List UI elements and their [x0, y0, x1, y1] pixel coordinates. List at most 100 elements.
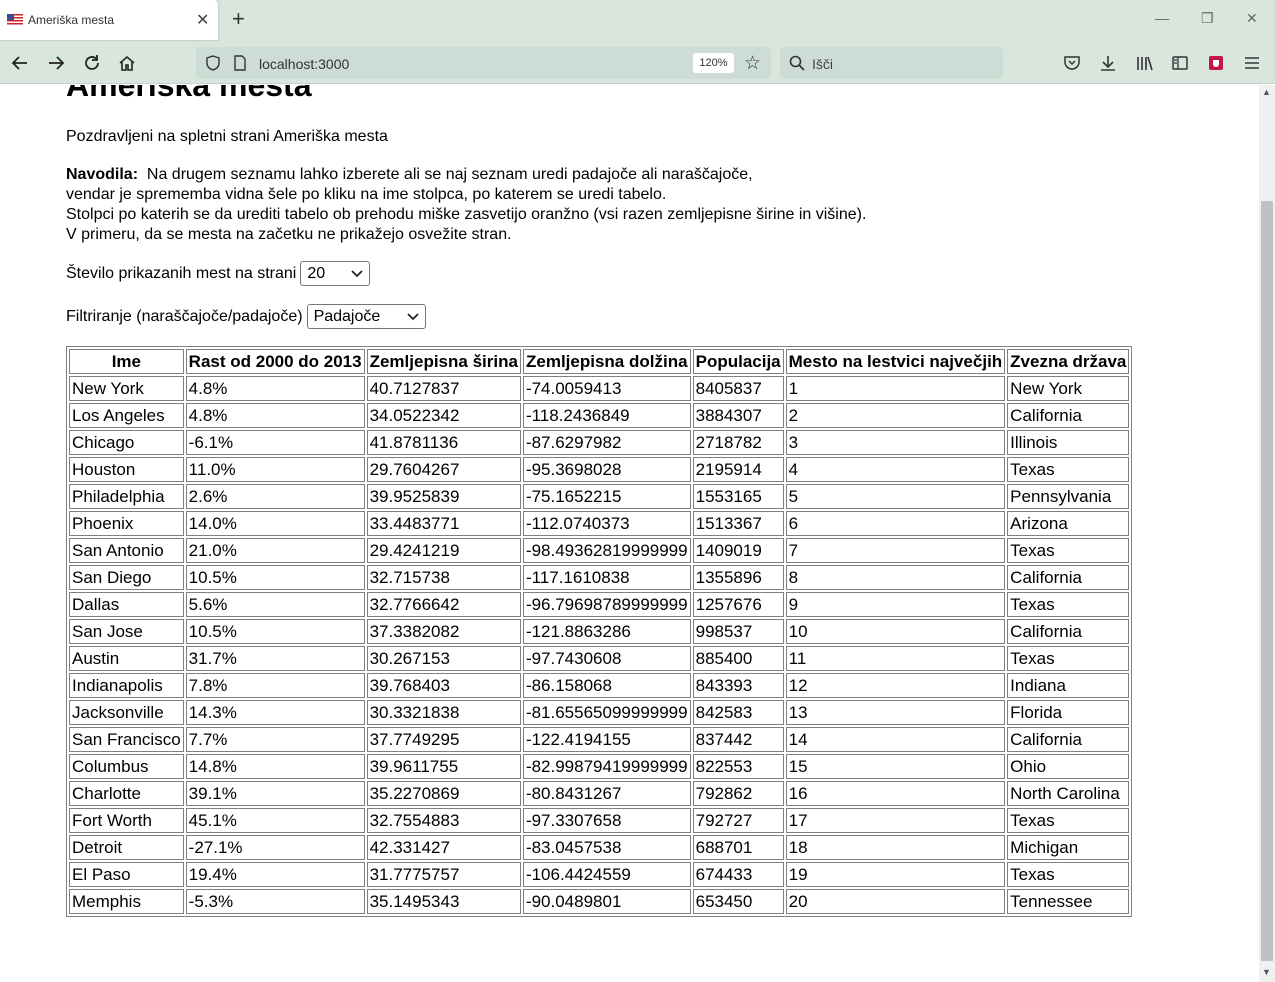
page-scrollbar[interactable]: ▲ ▼	[1259, 85, 1275, 982]
reload-button[interactable]	[79, 50, 105, 76]
count-label: Število prikazanih mest na strani	[66, 264, 297, 282]
browser-tab[interactable]: Ameriška mesta ✕	[0, 0, 218, 40]
cell-latitude: 35.1495343	[366, 889, 521, 914]
table-row: Austin 31.7% 30.267153 -97.7430608 885400 11 T…	[69, 646, 1130, 671]
cell-rank: 13	[785, 700, 1006, 725]
count-select-value: 20	[307, 264, 326, 282]
cell-latitude: 31.7775757	[366, 862, 521, 887]
close-window-icon[interactable]: ✕	[1246, 10, 1258, 26]
cities-table: Ime Rast od 2000 do 2013 Zemljepisna širin…	[66, 346, 1133, 917]
cell-city: Los Angeles	[69, 403, 184, 428]
forward-button[interactable]	[43, 50, 69, 76]
column-header-longitude: Zemljepisna dolžina	[522, 349, 691, 374]
cell-growth: 11.0%	[185, 457, 365, 482]
pocket-button[interactable]	[1059, 50, 1085, 76]
shield-icon[interactable]	[205, 55, 221, 71]
menu-button[interactable]	[1239, 50, 1265, 76]
cell-city: Houston	[69, 457, 184, 482]
page-viewport: Ameriška mesta Pozdravljeni na spletni s…	[0, 85, 1259, 982]
sidebar-button[interactable]	[1167, 50, 1193, 76]
scroll-down-icon[interactable]: ▼	[1262, 967, 1271, 977]
address-bar[interactable]: localhost:3000 120% ☆	[196, 47, 771, 79]
cell-state: New York	[1007, 376, 1130, 401]
instructions-line-1: Navodila: Na drugem seznamu lahko izbere…	[66, 166, 753, 183]
cell-population: 653450	[692, 889, 784, 914]
column-header-rank[interactable]: Mesto na lestvici največjih	[785, 349, 1006, 374]
column-header-population[interactable]: Populacija	[692, 349, 784, 374]
scroll-up-icon[interactable]: ▲	[1262, 87, 1271, 97]
library-icon	[1137, 56, 1153, 71]
cell-growth: 7.8%	[185, 673, 365, 698]
cell-growth: 39.1%	[185, 781, 365, 806]
table-row: Houston 11.0% 29.7604267 -95.3698028 2195914…	[69, 457, 1130, 482]
table-row: Dallas 5.6% 32.7766642 -96.79698789999999 12…	[69, 592, 1130, 617]
library-button[interactable]	[1131, 50, 1157, 76]
cell-growth: 14.8%	[185, 754, 365, 779]
chevron-down-icon	[351, 269, 363, 277]
table-row: Detroit -27.1% 42.331427 -83.0457538 688701 1…	[69, 835, 1130, 860]
cell-state: Michigan	[1007, 835, 1130, 860]
cell-longitude: -87.6297982	[522, 430, 691, 455]
sidebar-icon	[1172, 56, 1188, 70]
table-row: Fort Worth 45.1% 32.7554883 -97.3307658 7927…	[69, 808, 1130, 833]
zoom-indicator[interactable]: 120%	[693, 53, 734, 73]
cell-population: 2195914	[692, 457, 784, 482]
cell-population: 837442	[692, 727, 784, 752]
extension-button[interactable]	[1203, 50, 1229, 76]
cell-latitude: 29.4241219	[366, 538, 521, 563]
instructions-line-4: V primeru, da se mesta na začetku ne pri…	[66, 226, 512, 243]
bookmark-star-icon[interactable]: ☆	[744, 53, 762, 74]
cell-growth: 10.5%	[185, 619, 365, 644]
cell-state: California	[1007, 727, 1130, 752]
search-icon	[789, 55, 805, 71]
table-row: Jacksonville 14.3% 30.3321838 -81.655650999…	[69, 700, 1130, 725]
cell-state: Pennsylvania	[1007, 484, 1130, 509]
url-text[interactable]: localhost:3000	[259, 56, 350, 72]
cell-state: Texas	[1007, 538, 1130, 563]
table-row: San Diego 10.5% 32.715738 -117.1610838 13558…	[69, 565, 1130, 590]
search-bar[interactable]: Išči	[780, 47, 1003, 79]
minimize-icon[interactable]: —	[1155, 10, 1169, 26]
cell-growth: 45.1%	[185, 808, 365, 833]
table-head: Ime Rast od 2000 do 2013 Zemljepisna širin…	[69, 349, 1130, 374]
cell-city: Phoenix	[69, 511, 184, 536]
cell-latitude: 32.7766642	[366, 592, 521, 617]
back-arrow-icon	[11, 56, 27, 70]
cell-latitude: 29.7604267	[366, 457, 521, 482]
navigation-bar: localhost:3000 120% ☆ Išči	[0, 42, 1275, 84]
cell-population: 3884307	[692, 403, 784, 428]
cell-growth: 7.7%	[185, 727, 365, 752]
cell-growth: 21.0%	[185, 538, 365, 563]
cell-city: Indianapolis	[69, 673, 184, 698]
cell-latitude: 39.9611755	[366, 754, 521, 779]
home-button[interactable]	[114, 50, 140, 76]
cell-state: Tennessee	[1007, 889, 1130, 914]
cell-rank: 8	[785, 565, 1006, 590]
column-header-state[interactable]: Zvezna država	[1007, 349, 1130, 374]
column-header-city[interactable]: Ime	[69, 349, 184, 374]
cell-growth: 14.0%	[185, 511, 365, 536]
page-info-icon[interactable]	[233, 55, 247, 71]
cell-city: Detroit	[69, 835, 184, 860]
count-select[interactable]: 20	[300, 261, 371, 286]
restore-icon[interactable]: ❐	[1201, 10, 1214, 26]
forward-arrow-icon	[49, 56, 65, 70]
cell-city: San Antonio	[69, 538, 184, 563]
cell-longitude: -117.1610838	[522, 565, 691, 590]
table-row: El Paso 19.4% 31.7775757 -106.4424559 674433…	[69, 862, 1130, 887]
cell-longitude: -112.0740373	[522, 511, 691, 536]
cell-city: Dallas	[69, 592, 184, 617]
close-tab-icon[interactable]: ✕	[196, 12, 210, 29]
cell-city: Columbus	[69, 754, 184, 779]
downloads-button[interactable]	[1095, 50, 1121, 76]
cell-growth: 10.5%	[185, 565, 365, 590]
column-header-growth[interactable]: Rast od 2000 do 2013	[185, 349, 365, 374]
cell-latitude: 33.4483771	[366, 511, 521, 536]
sort-select[interactable]: Padajoče	[306, 304, 426, 329]
sort-control: Filtriranje (naraščajoče/padajoče) Padaj…	[66, 304, 426, 329]
scrollbar-thumb[interactable]	[1261, 201, 1273, 961]
back-button[interactable]	[7, 50, 33, 76]
greeting-text: Pozdravljeni na spletni strani Ameriška …	[66, 128, 388, 145]
new-tab-button[interactable]: +	[232, 6, 245, 31]
cell-latitude: 39.768403	[366, 673, 521, 698]
